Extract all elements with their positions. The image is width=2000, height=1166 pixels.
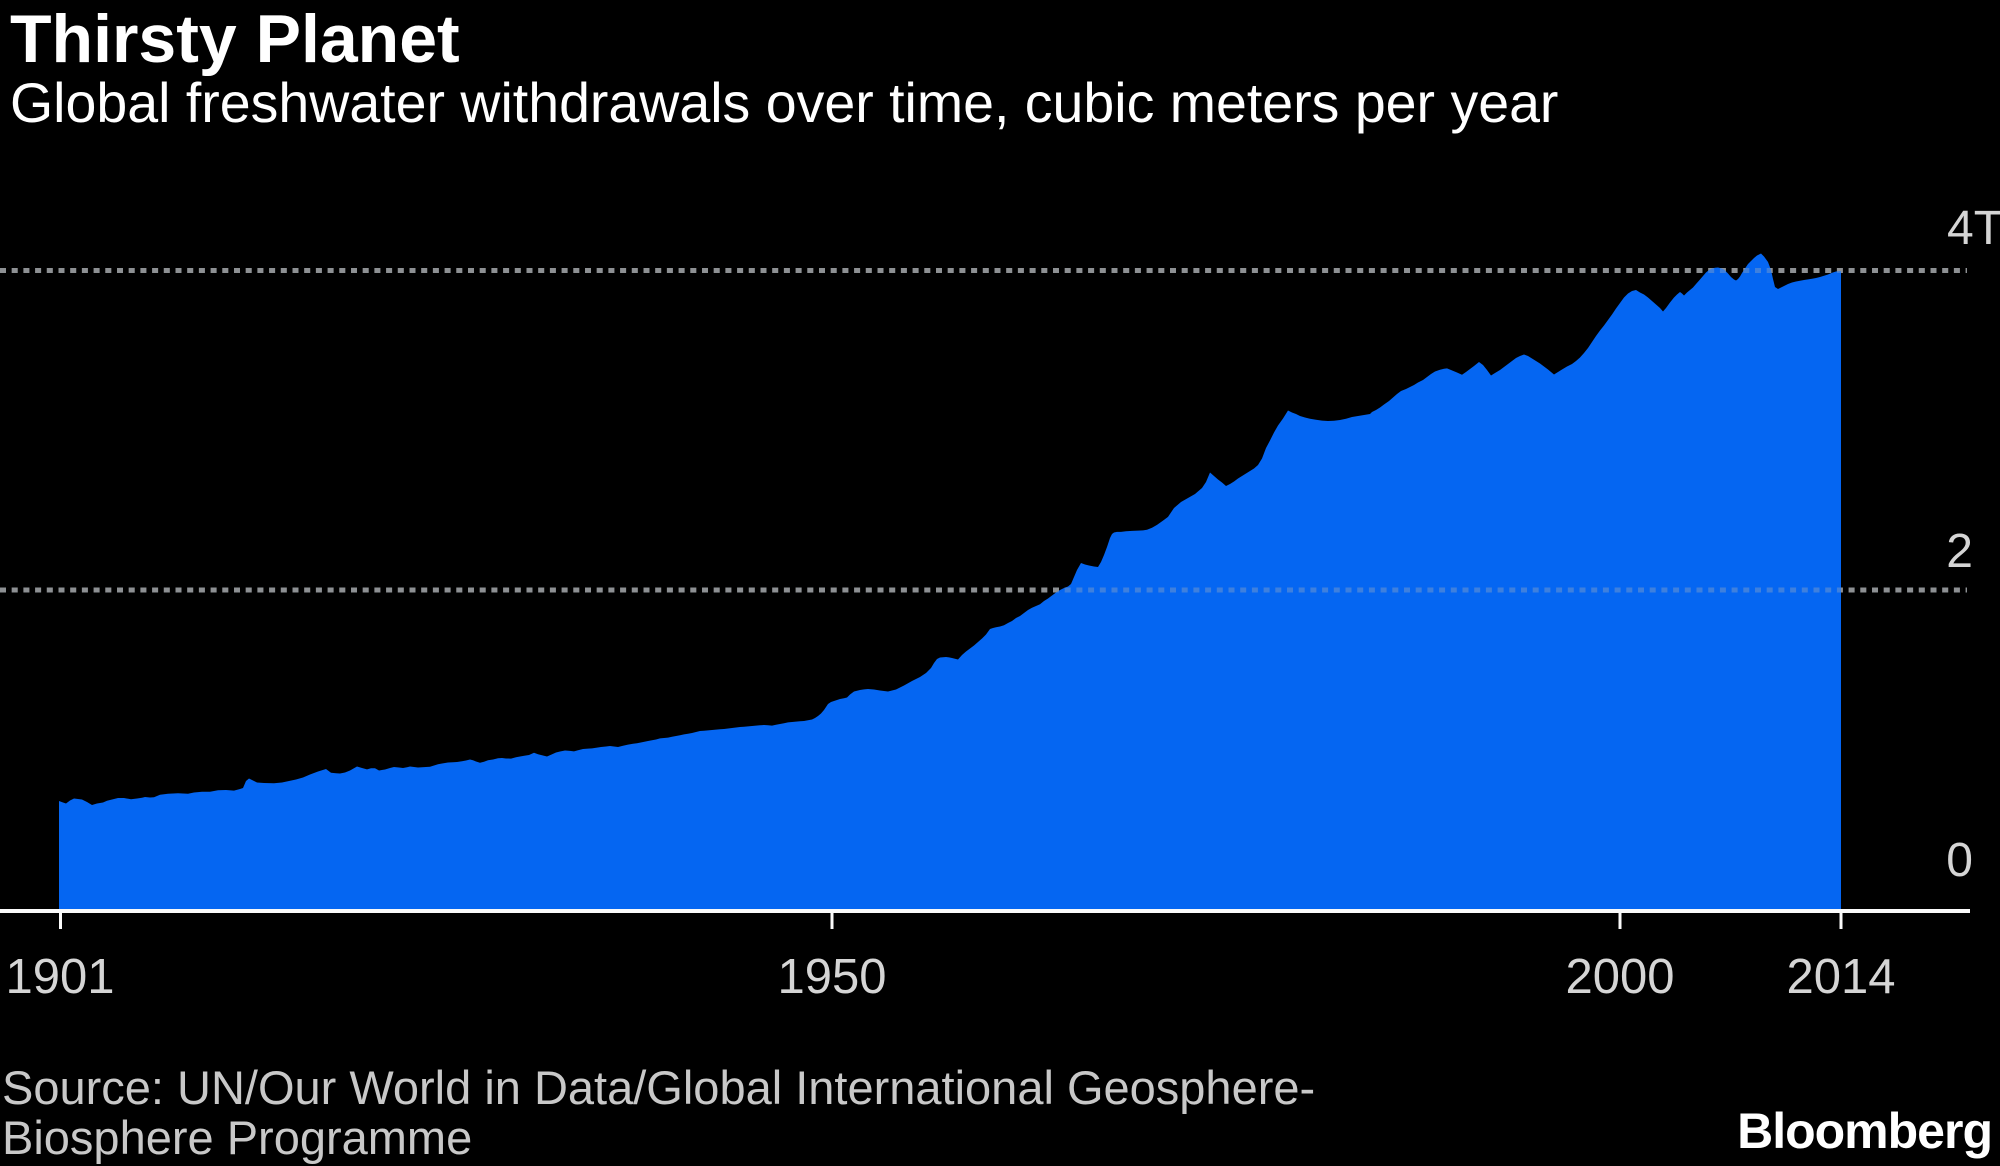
svg-text:2014: 2014 bbox=[1786, 950, 1895, 1004]
svg-text:4T: 4T bbox=[1947, 202, 2000, 255]
svg-text:1950: 1950 bbox=[777, 950, 886, 1004]
svg-text:Bloomberg: Bloomberg bbox=[1737, 1103, 1992, 1159]
svg-text:Biosphere Programme: Biosphere Programme bbox=[2, 1111, 472, 1164]
svg-text:2: 2 bbox=[1946, 525, 1973, 578]
svg-text:2000: 2000 bbox=[1565, 950, 1674, 1004]
svg-text:1901: 1901 bbox=[5, 950, 114, 1004]
svg-text:0: 0 bbox=[1946, 834, 1973, 887]
svg-text:Global freshwater withdrawals: Global freshwater withdrawals over time,… bbox=[10, 72, 1558, 134]
svg-text:Source: UN/Our World in Data/G: Source: UN/Our World in Data/Global Inte… bbox=[2, 1061, 1315, 1114]
svg-text:Thirsty Planet: Thirsty Planet bbox=[10, 1, 460, 77]
